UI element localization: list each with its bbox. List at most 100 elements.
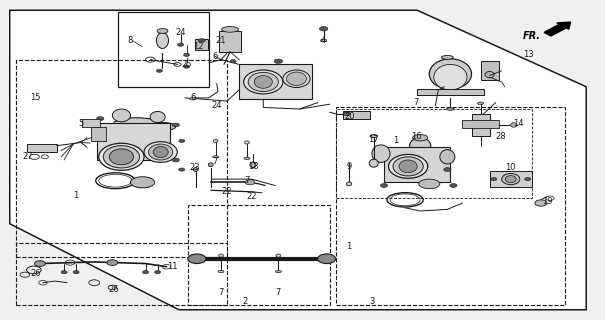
Text: 8: 8 xyxy=(128,36,133,45)
Ellipse shape xyxy=(213,139,218,142)
Text: 9: 9 xyxy=(346,162,352,171)
Ellipse shape xyxy=(208,163,213,167)
Ellipse shape xyxy=(189,98,195,100)
Ellipse shape xyxy=(477,102,483,105)
Ellipse shape xyxy=(370,134,378,138)
Circle shape xyxy=(97,117,104,121)
Circle shape xyxy=(178,168,185,171)
Bar xyxy=(417,89,483,95)
Circle shape xyxy=(178,139,185,142)
Ellipse shape xyxy=(410,138,431,154)
Text: 22: 22 xyxy=(222,188,232,196)
Ellipse shape xyxy=(440,150,455,164)
Circle shape xyxy=(450,184,457,188)
Circle shape xyxy=(157,69,163,72)
Circle shape xyxy=(188,254,206,264)
Text: 22: 22 xyxy=(246,192,257,201)
Ellipse shape xyxy=(144,142,177,162)
Bar xyxy=(462,120,499,128)
Ellipse shape xyxy=(218,270,224,273)
Ellipse shape xyxy=(413,134,428,141)
Text: 5: 5 xyxy=(79,119,83,128)
Bar xyxy=(82,119,100,126)
Ellipse shape xyxy=(244,70,283,94)
Polygon shape xyxy=(10,10,586,310)
Ellipse shape xyxy=(502,173,520,185)
Text: 7: 7 xyxy=(212,157,218,166)
Text: 16: 16 xyxy=(411,132,421,140)
Text: 7: 7 xyxy=(276,288,281,297)
Text: 2: 2 xyxy=(243,297,248,306)
Ellipse shape xyxy=(388,155,428,178)
Circle shape xyxy=(274,59,283,63)
Ellipse shape xyxy=(287,72,306,85)
Ellipse shape xyxy=(113,109,131,122)
Circle shape xyxy=(183,65,189,68)
Ellipse shape xyxy=(150,111,165,123)
Circle shape xyxy=(61,270,67,274)
Ellipse shape xyxy=(157,33,169,49)
Bar xyxy=(480,61,499,80)
Ellipse shape xyxy=(275,270,281,273)
Ellipse shape xyxy=(505,176,516,183)
Circle shape xyxy=(34,261,45,267)
Bar xyxy=(219,31,241,52)
Circle shape xyxy=(230,60,236,63)
Text: 23: 23 xyxy=(190,164,200,172)
Circle shape xyxy=(155,270,161,274)
Text: 11: 11 xyxy=(168,262,178,271)
Ellipse shape xyxy=(446,108,454,110)
Text: 28: 28 xyxy=(495,132,506,140)
Ellipse shape xyxy=(511,123,517,127)
Bar xyxy=(471,114,489,136)
Text: 1: 1 xyxy=(74,190,79,200)
Ellipse shape xyxy=(393,157,423,176)
Text: 26: 26 xyxy=(30,268,41,278)
Circle shape xyxy=(491,178,497,181)
Text: 4: 4 xyxy=(321,36,326,45)
Circle shape xyxy=(535,200,547,206)
Text: 14: 14 xyxy=(514,119,524,128)
Ellipse shape xyxy=(153,147,168,158)
Text: 7: 7 xyxy=(244,176,250,185)
Bar xyxy=(195,39,208,50)
Text: 1: 1 xyxy=(393,136,399,145)
Ellipse shape xyxy=(399,160,417,173)
Text: 7: 7 xyxy=(413,98,419,107)
Ellipse shape xyxy=(419,179,440,189)
Bar xyxy=(97,123,170,160)
Ellipse shape xyxy=(193,168,198,172)
Text: 17: 17 xyxy=(368,135,379,144)
Text: 6: 6 xyxy=(190,93,195,102)
Ellipse shape xyxy=(369,159,378,167)
Ellipse shape xyxy=(103,146,140,168)
Text: 13: 13 xyxy=(523,50,534,59)
Circle shape xyxy=(198,39,205,43)
Ellipse shape xyxy=(152,123,175,131)
Ellipse shape xyxy=(321,39,327,42)
Text: 3: 3 xyxy=(369,297,374,306)
Text: 26: 26 xyxy=(109,284,119,293)
Bar xyxy=(343,111,370,119)
Circle shape xyxy=(177,43,183,46)
Ellipse shape xyxy=(441,55,453,59)
Circle shape xyxy=(443,168,451,172)
Ellipse shape xyxy=(131,177,155,188)
Text: 20: 20 xyxy=(344,112,355,121)
Text: 27: 27 xyxy=(22,152,33,161)
Ellipse shape xyxy=(276,254,281,257)
Ellipse shape xyxy=(221,27,238,32)
Text: 6: 6 xyxy=(212,52,218,61)
Circle shape xyxy=(318,254,336,264)
Ellipse shape xyxy=(157,28,168,33)
Text: 19: 19 xyxy=(541,197,552,206)
Ellipse shape xyxy=(250,162,256,168)
Circle shape xyxy=(172,158,179,162)
Bar xyxy=(239,64,312,100)
Circle shape xyxy=(381,184,388,188)
Bar xyxy=(489,171,532,187)
Text: 21: 21 xyxy=(216,36,226,45)
Text: 24: 24 xyxy=(175,28,186,37)
Ellipse shape xyxy=(99,143,144,170)
Circle shape xyxy=(343,112,350,116)
